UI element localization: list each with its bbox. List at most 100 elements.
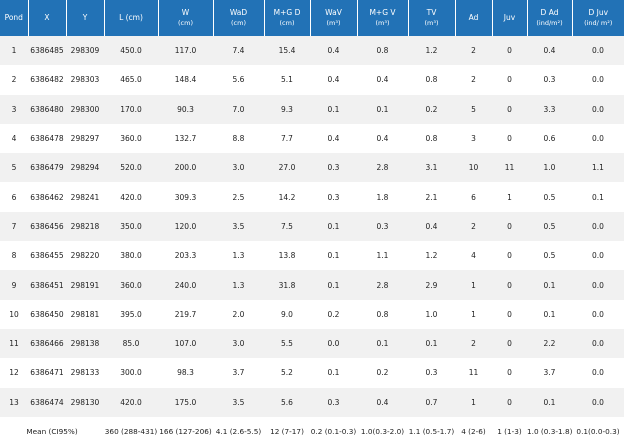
cell: 6386480 [28, 94, 66, 124]
cell: 3.1 [408, 153, 455, 183]
cell: 5.5 [264, 328, 310, 359]
cell: 0.1 [357, 94, 408, 124]
cell: 170.0 [104, 94, 158, 124]
table-row: 12 6386471 298133 300.0 98.3 3.7 5.2 0.1 0.2 0.3 1… [0, 358, 624, 388]
header-unit: (m³) [424, 19, 439, 27]
cell: 0.2 [357, 358, 408, 388]
header-unit: (cm) [231, 19, 246, 27]
mean-cell: 12 (7-17) [264, 416, 310, 446]
header-unit: (cm) [178, 19, 193, 27]
cell: 6386456 [28, 211, 66, 242]
cell: 1 [0, 36, 28, 66]
cell: 0.1 [310, 94, 357, 124]
cell: 420.0 [104, 182, 158, 212]
cell: 2 [0, 65, 28, 95]
cell: 11 [492, 153, 527, 183]
cell: 395.0 [104, 299, 158, 329]
cell: 3.3 [527, 94, 572, 124]
cell: 0 [492, 270, 527, 300]
table-row: 8 6386455 298220 380.0 203.3 1.3 13.8 0.1 1.1 1.2… [0, 241, 624, 271]
cell: 85.0 [104, 328, 158, 359]
cell: 298218 [66, 211, 104, 242]
cell: 98.3 [158, 358, 213, 388]
cell: 120.0 [158, 211, 213, 242]
cell: 0.8 [357, 36, 408, 66]
table-row: 2 6386482 298303 465.0 148.4 5.6 5.1 0.4 0.4 0.8 2… [0, 65, 624, 95]
cell: 0.3 [310, 182, 357, 212]
cell: 9.0 [264, 299, 310, 329]
header-label: W [181, 8, 190, 17]
mean-row: Mean (CI95%) 360 (288-431) 166 (127-206) 4.… [0, 416, 624, 446]
column-header: WaV (m³) [309, 0, 357, 36]
cell: 1.3 [213, 241, 264, 271]
cell: 0 [492, 299, 527, 329]
cell: 0.1 [572, 182, 624, 212]
column-header: Pond [0, 0, 28, 36]
cell: 0.8 [408, 123, 455, 154]
cell: 6386478 [28, 123, 66, 154]
cell: 450.0 [104, 36, 158, 66]
cell: 1.2 [408, 241, 455, 271]
cell: 465.0 [104, 65, 158, 95]
cell: 0 [492, 94, 527, 124]
cell: 1 [455, 270, 492, 300]
cell: 90.3 [158, 94, 213, 124]
cell: 5.6 [264, 387, 310, 417]
cell: 0.0 [572, 241, 624, 271]
cell: 6386474 [28, 387, 66, 417]
cell: 0 [492, 358, 527, 388]
cell: 0.8 [357, 299, 408, 329]
column-header: L (cm) [103, 0, 158, 36]
cell: 107.0 [158, 328, 213, 359]
cell: 520.0 [104, 153, 158, 183]
cell: 8.8 [213, 123, 264, 154]
cell: 0.4 [357, 387, 408, 417]
cell: 5.1 [264, 65, 310, 95]
cell: 0.1 [408, 328, 455, 359]
mean-cell: 0.1(0.0-0.3) [572, 416, 624, 446]
cell: 0.0 [572, 299, 624, 329]
cell: 0.2 [310, 299, 357, 329]
cell: 0 [492, 123, 527, 154]
cell: 3.7 [527, 358, 572, 388]
table-row: 6 6386462 298241 420.0 309.3 2.5 14.2 0.3 1.8 2.1… [0, 182, 624, 212]
header-label: D Ad [540, 8, 559, 17]
cell: 219.7 [158, 299, 213, 329]
cell: 2.5 [213, 182, 264, 212]
cell: 298294 [66, 153, 104, 183]
table-row: 11 6386466 298138 85.0 107.0 3.0 5.5 0.0 0.1 0.1 2… [0, 328, 624, 359]
cell: 2 [455, 65, 492, 95]
cell: 0.3 [310, 153, 357, 183]
cell: 0 [492, 65, 527, 95]
column-header: Y [65, 0, 104, 36]
cell: 13 [0, 387, 28, 417]
cell: 0.1 [527, 387, 572, 417]
cell: 6386455 [28, 241, 66, 271]
cell: 7.0 [213, 94, 264, 124]
header-unit: (m³) [375, 19, 390, 27]
column-header: W (cm) [157, 0, 213, 36]
cell: 0.0 [572, 65, 624, 95]
column-header: WaD (cm) [212, 0, 264, 36]
cell: 31.8 [264, 270, 310, 300]
column-header: X [27, 0, 66, 36]
cell: 298309 [66, 36, 104, 66]
cell: 12 [0, 358, 28, 388]
cell: 200.0 [158, 153, 213, 183]
table-row: 10 6386450 298181 395.0 219.7 2.0 9.0 0.2 0.8 1.0… [0, 299, 624, 329]
cell: 0.0 [572, 358, 624, 388]
cell: 2 [455, 36, 492, 66]
cell: 0.5 [527, 182, 572, 212]
header-label: M+G V [369, 8, 396, 17]
cell: 6386471 [28, 358, 66, 388]
cell: 0.6 [527, 123, 572, 154]
header-label: Pond [4, 13, 23, 22]
cell: 5 [0, 153, 28, 183]
cell: 3.5 [213, 211, 264, 242]
column-header: Ad [454, 0, 492, 36]
cell: 1.2 [408, 36, 455, 66]
cell: 0.5 [527, 211, 572, 242]
cell: 6 [455, 182, 492, 212]
